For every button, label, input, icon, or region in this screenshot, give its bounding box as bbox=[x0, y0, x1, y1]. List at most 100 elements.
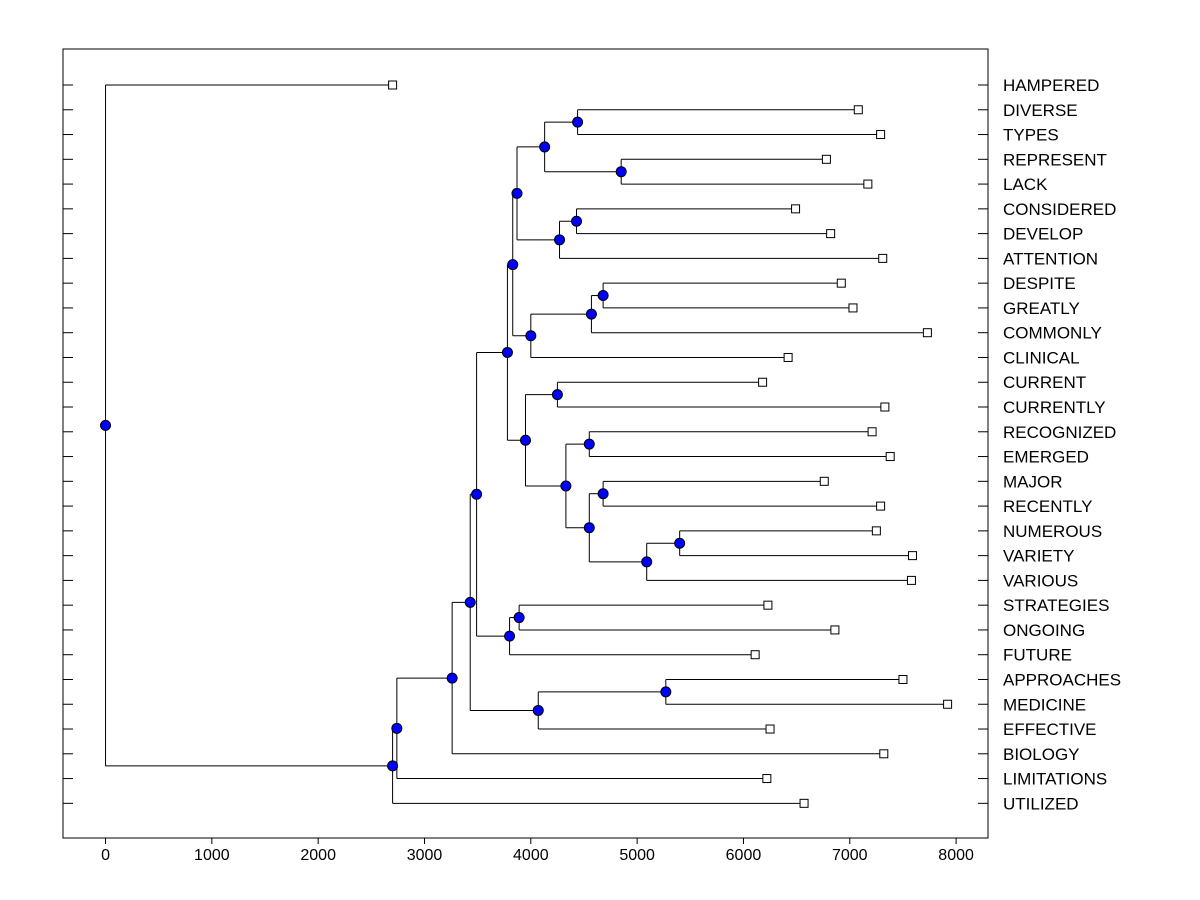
leaf-marker-types bbox=[876, 130, 886, 140]
leaf-marker-strategies bbox=[763, 600, 773, 610]
merge-node-n25 bbox=[464, 596, 476, 608]
leaf-marker-major bbox=[819, 476, 829, 486]
merge-node-n26 bbox=[446, 672, 458, 684]
merge-node-n14 bbox=[674, 537, 686, 549]
merge-node-n21 bbox=[504, 630, 516, 642]
leaf-marker-attention bbox=[878, 253, 888, 263]
leaf-marker-approaches bbox=[898, 674, 908, 684]
leaf-marker-currently bbox=[880, 402, 890, 412]
leaf-label-represent: REPRESENT bbox=[1003, 150, 1107, 169]
leaf-label-variety: VARIETY bbox=[1003, 547, 1074, 566]
leaf-label-approaches: APPROACHES bbox=[1003, 670, 1121, 689]
merge-node-n28 bbox=[387, 760, 399, 772]
leaf-marker-despite bbox=[836, 278, 846, 288]
leaf-label-lack: LACK bbox=[1003, 175, 1048, 194]
leaf-label-recently: RECENTLY bbox=[1003, 497, 1092, 516]
leaf-marker-lack bbox=[863, 179, 873, 189]
leaf-labels: HAMPERED DIVERSE TYPES REPRESENT LACK CONSIDE… bbox=[1003, 76, 1121, 813]
merge-node-n16 bbox=[583, 522, 595, 534]
leaf-marker-hampered bbox=[388, 80, 398, 90]
leaf-label-limitations: LIMITATIONS bbox=[1003, 770, 1107, 789]
merge-node-n13 bbox=[597, 488, 609, 500]
merge-node-n6 bbox=[511, 187, 523, 199]
leaf-label-considered: CONSIDERED bbox=[1003, 200, 1116, 219]
leaf-label-numerous: NUMEROUS bbox=[1003, 522, 1102, 541]
leaf-marker-effective bbox=[765, 724, 775, 734]
merge-node-n20 bbox=[513, 612, 525, 624]
leaf-label-major: MAJOR bbox=[1003, 472, 1063, 491]
leaf-marker-develop bbox=[826, 229, 836, 239]
leaf-marker-emerged bbox=[885, 452, 895, 462]
leaf-marker-ongoing bbox=[830, 625, 840, 635]
merge-node-n18 bbox=[520, 434, 531, 446]
merge-node-n27 bbox=[391, 722, 403, 734]
leaf-marker-considered bbox=[791, 204, 801, 214]
merge-node-n4 bbox=[571, 215, 583, 227]
merge-node-n7 bbox=[597, 290, 609, 302]
x-tick-label-8000: 8000 bbox=[938, 847, 974, 864]
leaf-label-types: TYPES bbox=[1003, 126, 1059, 145]
merge-node-n19 bbox=[501, 346, 513, 358]
leaf-marker-current bbox=[758, 377, 768, 387]
leaf-marker-greatly bbox=[848, 303, 858, 313]
leaf-label-currently: CURRENTLY bbox=[1003, 398, 1106, 417]
x-tick-label-5000: 5000 bbox=[619, 847, 655, 864]
leaf-label-clinical: CLINICAL bbox=[1003, 348, 1080, 367]
x-tick-label-6000: 6000 bbox=[726, 847, 762, 864]
leaf-label-emerged: EMERGED bbox=[1003, 448, 1089, 467]
leaf-marker-variety bbox=[908, 551, 918, 561]
merge-node-n10 bbox=[507, 259, 519, 271]
merge-node-n9 bbox=[525, 330, 537, 342]
x-tick-label-1000: 1000 bbox=[194, 847, 230, 864]
leaf-marker-limitations bbox=[762, 774, 772, 784]
leaf-label-attention: ATTENTION bbox=[1003, 249, 1098, 268]
leaf-marker-medicine bbox=[943, 699, 953, 709]
merge-node-n1 bbox=[572, 116, 584, 128]
x-tick-label-7000: 7000 bbox=[832, 847, 868, 864]
leaf-label-commonly: COMMONLY bbox=[1003, 324, 1102, 343]
merge-node-n8 bbox=[585, 308, 597, 320]
merge-node-n29 bbox=[100, 419, 112, 431]
merge-node-n11 bbox=[551, 389, 563, 401]
leaf-label-various: VARIOUS bbox=[1003, 571, 1078, 590]
leaf-label-strategies: STRATEGIES bbox=[1003, 596, 1109, 615]
leaf-marker-recently bbox=[876, 501, 886, 511]
merge-node-n22 bbox=[471, 488, 483, 500]
leaf-label-diverse: DIVERSE bbox=[1003, 101, 1078, 120]
leaf-label-greatly: GREATLY bbox=[1003, 299, 1080, 318]
leaf-marker-represent bbox=[821, 154, 831, 164]
leaf-label-effective: EFFECTIVE bbox=[1003, 720, 1097, 739]
merge-node-n15 bbox=[641, 556, 653, 568]
leaf-label-medicine: MEDICINE bbox=[1003, 695, 1086, 714]
merge-node-n23 bbox=[660, 686, 672, 698]
x-tick-label-0: 0 bbox=[101, 847, 110, 864]
merge-node-n2 bbox=[615, 166, 627, 178]
leaf-label-develop: DEVELOP bbox=[1003, 225, 1083, 244]
leaf-label-utilized: UTILIZED bbox=[1003, 794, 1079, 813]
leaf-marker-biology bbox=[879, 749, 889, 759]
merge-node-n24 bbox=[532, 704, 544, 716]
leaf-label-biology: BIOLOGY bbox=[1003, 745, 1080, 764]
merge-node-n12 bbox=[583, 438, 595, 450]
leaf-marker-various bbox=[906, 575, 916, 585]
leaf-marker-future bbox=[750, 650, 760, 660]
leaf-marker-recognized bbox=[867, 427, 877, 437]
leaf-marker-clinical bbox=[783, 352, 793, 362]
leaf-marker-commonly bbox=[922, 328, 932, 338]
leaf-label-ongoing: ONGOING bbox=[1003, 621, 1085, 640]
leaf-markers bbox=[388, 80, 953, 808]
x-tick-label-4000: 4000 bbox=[513, 847, 549, 864]
x-tick-label-2000: 2000 bbox=[300, 847, 336, 864]
leaf-marker-utilized bbox=[799, 798, 809, 808]
leaf-label-future: FUTURE bbox=[1003, 646, 1072, 665]
merge-node-n17 bbox=[560, 480, 572, 492]
axis-ticks: 0 1000 2000 3000 4000 5000 6000 7000 8000 bbox=[63, 84, 988, 864]
merge-node-n3 bbox=[539, 141, 551, 153]
leaf-label-despite: DESPITE bbox=[1003, 274, 1076, 293]
merge-nodes bbox=[100, 116, 686, 772]
leaf-label-current: CURRENT bbox=[1003, 373, 1086, 392]
leaf-marker-diverse bbox=[853, 105, 863, 115]
leaf-marker-numerous bbox=[871, 526, 881, 536]
leaf-label-recognized: RECOGNIZED bbox=[1003, 423, 1116, 442]
